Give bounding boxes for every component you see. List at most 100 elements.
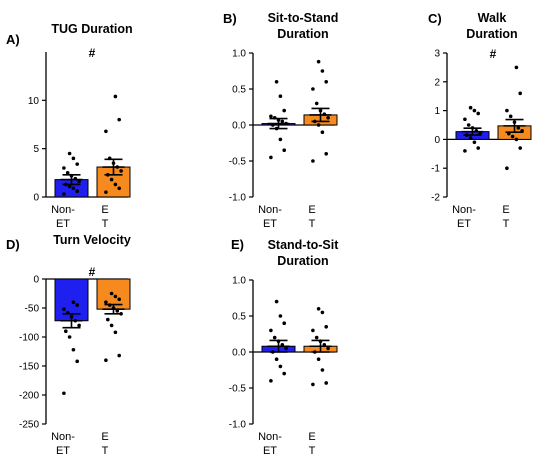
data-point (465, 133, 469, 137)
data-point (476, 111, 481, 116)
panel-letter: E) (231, 237, 244, 252)
data-point (508, 114, 513, 119)
data-point (69, 314, 74, 319)
panel-title: TUG Duration (51, 22, 132, 36)
data-point (468, 105, 473, 110)
data-point (62, 307, 66, 311)
y-tick-label: 0.5 (232, 312, 246, 323)
data-point (104, 129, 108, 134)
data-point (278, 94, 283, 98)
panel-title: Sit-to-Stand (268, 11, 339, 25)
data-point (311, 328, 315, 333)
data-point (75, 162, 79, 166)
data-point (311, 87, 315, 91)
data-point (318, 339, 323, 344)
data-point (107, 303, 112, 307)
data-point (463, 117, 467, 122)
category-label: E (101, 204, 108, 216)
data-point (324, 152, 329, 156)
data-point (514, 137, 519, 142)
data-point (278, 364, 283, 369)
data-point (65, 171, 70, 175)
data-point (274, 357, 279, 362)
data-point (472, 108, 477, 113)
data-point (311, 382, 315, 387)
data-point (106, 317, 110, 322)
data-point (115, 309, 120, 313)
data-point (320, 69, 325, 73)
data-point (320, 130, 325, 134)
y-tick-label: 0.0 (232, 348, 246, 359)
data-point (470, 126, 475, 130)
data-point (313, 119, 317, 124)
y-tick-label: 0 (33, 275, 39, 286)
panel-letter: C) (428, 11, 442, 26)
y-tick-label: -1.0 (229, 193, 247, 204)
category-label: E (502, 204, 509, 216)
data-point (284, 346, 288, 351)
data-point (472, 140, 477, 145)
data-point (271, 350, 275, 354)
data-point (324, 325, 329, 329)
data-point (62, 166, 66, 170)
data-point (280, 343, 285, 347)
category-label: ET (263, 218, 277, 230)
data-point (104, 358, 108, 363)
data-point (115, 165, 120, 169)
significance-marker: # (89, 265, 96, 279)
data-point (320, 310, 325, 315)
data-point (71, 347, 76, 352)
data-point (71, 156, 76, 161)
y-tick-label: -200 (19, 391, 39, 402)
y-tick-label: 1.0 (232, 49, 246, 60)
data-point (324, 381, 329, 385)
data-point (73, 318, 78, 323)
data-point (117, 117, 121, 122)
data-point (278, 137, 283, 142)
data-point (476, 146, 481, 150)
y-tick-label: -50 (25, 304, 40, 315)
panel-title: Duration (277, 254, 328, 268)
category-label: Non- (51, 431, 75, 443)
data-point (75, 189, 79, 193)
category-label: T (102, 445, 109, 456)
data-point (104, 190, 108, 194)
data-point (62, 192, 66, 196)
data-point (269, 114, 273, 119)
data-point (510, 134, 515, 139)
panel-letter: A) (6, 32, 20, 47)
data-point (71, 300, 76, 305)
data-point (316, 357, 321, 362)
category-label: Non- (452, 204, 476, 216)
panel-title: Stand-to-Sit (268, 238, 340, 252)
data-point (505, 166, 509, 170)
data-point (313, 350, 317, 354)
data-point (269, 155, 273, 160)
y-tick-label: -100 (19, 333, 39, 344)
data-point (278, 314, 283, 318)
data-point (324, 80, 329, 84)
data-point (520, 128, 524, 133)
significance-marker: # (89, 46, 96, 60)
y-tick-label: 0.0 (232, 121, 246, 132)
y-tick-label: 5 (33, 144, 39, 155)
data-point (282, 108, 287, 113)
y-tick-label: 1.0 (232, 276, 246, 287)
data-point (64, 182, 68, 187)
data-point (113, 182, 118, 187)
data-point (282, 148, 287, 152)
data-point (119, 312, 123, 316)
data-point (269, 379, 273, 383)
y-tick-label: 3 (434, 49, 440, 60)
y-tick-label: 2 (434, 77, 440, 88)
data-point (276, 118, 281, 122)
data-point (320, 368, 325, 372)
data-point (507, 131, 511, 136)
data-point (117, 297, 121, 302)
data-point (107, 156, 112, 161)
data-point (326, 346, 330, 351)
data-point (272, 116, 277, 120)
data-point (282, 321, 287, 326)
data-point (67, 184, 72, 189)
data-point (322, 112, 327, 116)
